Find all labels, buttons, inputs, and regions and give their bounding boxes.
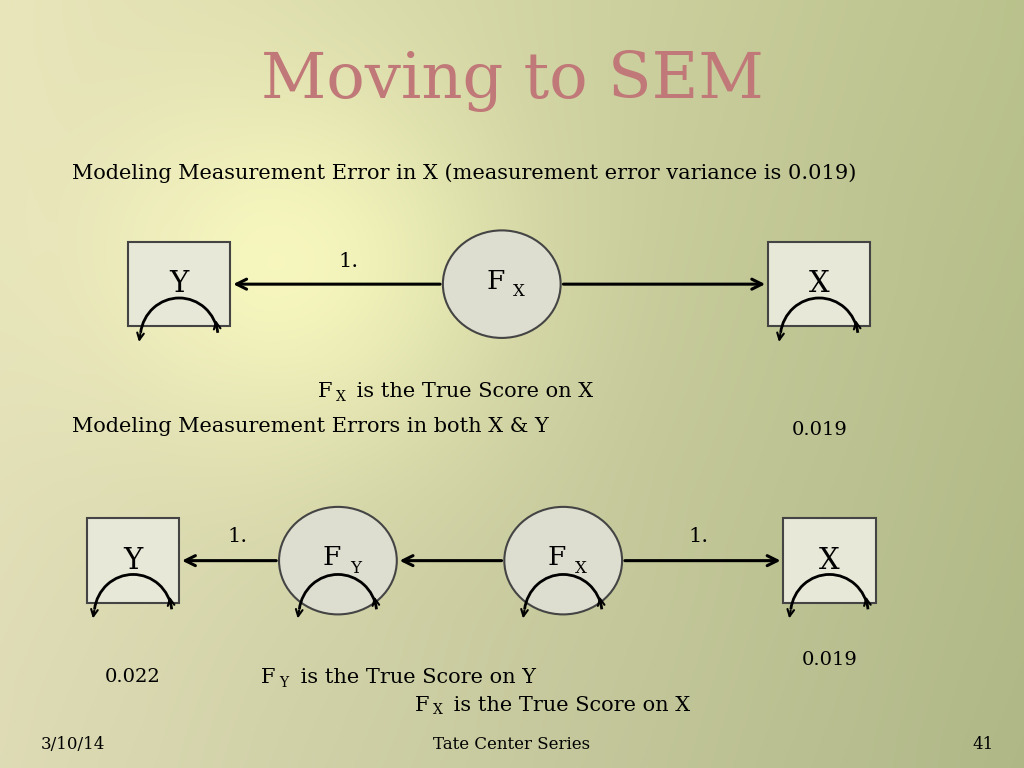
Text: 0.019: 0.019: [802, 651, 857, 670]
Text: Y: Y: [170, 270, 188, 298]
Text: X: X: [819, 547, 840, 574]
Text: 1.: 1.: [688, 527, 709, 545]
Text: F: F: [261, 668, 275, 687]
Bar: [128, 242, 230, 326]
Text: X: X: [336, 390, 346, 404]
Text: 0.022: 0.022: [105, 668, 161, 687]
Bar: [768, 242, 870, 326]
Text: F: F: [317, 382, 332, 401]
Text: Y: Y: [124, 547, 142, 574]
Text: Modeling Measurement Errors in both X & Y: Modeling Measurement Errors in both X & …: [72, 417, 549, 435]
Text: X: X: [433, 703, 443, 717]
Text: F: F: [323, 545, 341, 570]
Text: X: X: [513, 283, 525, 300]
Ellipse shape: [442, 230, 561, 338]
Text: Modeling Measurement Error in X (measurement error variance is 0.019): Modeling Measurement Error in X (measure…: [72, 163, 856, 183]
Text: is the True Score on X: is the True Score on X: [350, 382, 593, 401]
Ellipse shape: [505, 507, 623, 614]
Bar: [87, 518, 179, 603]
Ellipse shape: [279, 507, 397, 614]
Text: F: F: [486, 269, 505, 293]
Text: 0.019: 0.019: [792, 421, 847, 439]
Text: 41: 41: [972, 737, 993, 753]
Text: 1.: 1.: [227, 527, 248, 545]
Text: is the True Score on X: is the True Score on X: [447, 696, 690, 714]
Text: Y: Y: [280, 676, 289, 690]
Text: is the True Score on Y: is the True Score on Y: [294, 668, 536, 687]
Text: Moving to SEM: Moving to SEM: [261, 50, 763, 111]
Bar: [783, 518, 876, 603]
Text: Y: Y: [350, 560, 360, 577]
Text: X: X: [574, 560, 587, 577]
Text: 3/10/14: 3/10/14: [41, 737, 105, 753]
Text: Tate Center Series: Tate Center Series: [433, 737, 591, 753]
Text: 1.: 1.: [338, 252, 358, 270]
Text: F: F: [415, 696, 429, 714]
Text: X: X: [809, 270, 829, 298]
Text: F: F: [548, 545, 566, 570]
